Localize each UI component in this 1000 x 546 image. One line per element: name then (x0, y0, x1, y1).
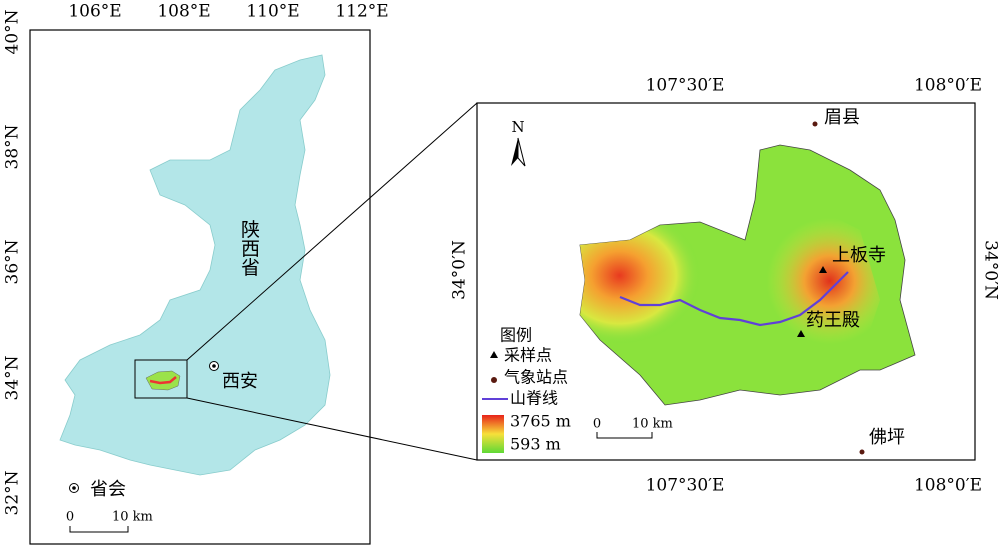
zoom-line (186, 397, 478, 461)
scale-start: 0 (593, 417, 601, 432)
place-label: 药王殿 (806, 310, 860, 331)
lat-tick-label: 36°N (3, 239, 23, 284)
lat-tick-label: 34°0′N (981, 240, 1000, 300)
province-shape (59, 54, 331, 476)
legend-station-symbol (491, 377, 497, 383)
scale-bar (596, 432, 653, 439)
lat-tick-label: 40°N (3, 9, 23, 54)
study-area-small (145, 370, 181, 391)
sample-point (819, 266, 827, 273)
legend-station-label: 气象站点 (504, 368, 568, 387)
legend-title: 图例 (500, 326, 532, 345)
lon-tick-label: 108°0′E (914, 476, 982, 496)
north-arrow (511, 138, 518, 166)
capital-symbol-dot (212, 364, 216, 368)
legend-elev-min: 593 m (510, 435, 561, 454)
station-point (859, 449, 865, 455)
legend-sample-label: 采样点 (504, 346, 552, 365)
legend-elev-max: 3765 m (510, 412, 571, 431)
place-label: 上板寺 (832, 245, 886, 266)
sample-point (797, 330, 805, 337)
lat-tick-label: 34°0′N (450, 240, 470, 300)
left-lat-ticks: 40°N 38°N 36°N 34°N 32°N (3, 9, 23, 515)
lat-tick-label: 34°N (3, 355, 23, 400)
lon-tick-label: 108°E (157, 2, 210, 22)
lat-tick-label: 32°N (3, 470, 23, 515)
station-point (812, 121, 818, 127)
north-arrow (517, 137, 526, 167)
left-lon-ticks: 106°E 108°E 110°E 112°E (68, 2, 388, 22)
terrain-high-east (700, 200, 880, 380)
zoom-line (186, 102, 478, 361)
province-label: 陕西省 (238, 219, 260, 276)
lon-tick-label: 106°E (68, 2, 121, 22)
scale-bar (69, 526, 129, 533)
lon-tick-label: 110°E (246, 2, 299, 22)
legend: 图例 采样点 气象站点 山脊线 3765 m 593 m (482, 326, 571, 454)
scale-end: 10 km (632, 417, 673, 432)
north-label: N (511, 118, 524, 136)
legend-capital-dot (72, 486, 76, 490)
legend-elevation-ramp (482, 415, 504, 453)
lon-tick-label: 107°30′E (646, 76, 725, 96)
scale-end: 10 km (112, 510, 153, 525)
lon-tick-label: 112°E (335, 2, 388, 22)
scale-start: 0 (66, 510, 74, 525)
legend-sample-symbol (490, 351, 498, 358)
lon-tick-label: 107°30′E (646, 476, 725, 496)
legend-capital-label: 省会 (90, 479, 126, 500)
lon-tick-label: 108°0′E (914, 76, 982, 96)
study-area-ridge-small (149, 376, 177, 385)
capital-label: 西安 (222, 371, 258, 392)
legend-ridge-label: 山脊线 (510, 389, 558, 408)
place-label: 眉县 (824, 107, 860, 128)
place-label: 佛坪 (869, 427, 905, 448)
ridge-line (619, 271, 849, 327)
lat-tick-label: 38°N (3, 124, 23, 169)
inset-locator (134, 359, 188, 399)
